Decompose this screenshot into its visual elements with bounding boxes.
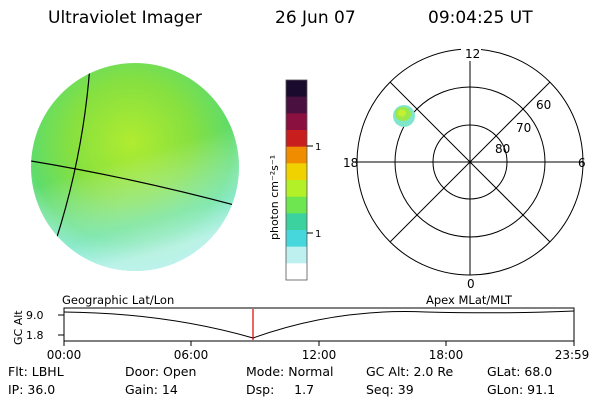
info-seq: Seq: 39 <box>366 382 414 397</box>
colorbar: 100 10 photon cm⁻²s⁻¹ <box>268 79 322 281</box>
uv-earth-image <box>31 63 239 271</box>
timeline-ytick-1-8: 1.8 <box>26 329 44 342</box>
orbit-timeline: GC Alt 9.0 1.8 00:00 06:00 12:00 18:00 2… <box>12 307 590 362</box>
info-gain: Gain: 14 <box>125 382 178 397</box>
mlt-label-0: 0 <box>467 277 475 290</box>
colorbar-unit-label: photon cm⁻²s⁻¹ <box>268 155 281 240</box>
timeline-right-label: Apex MLat/MLT <box>426 293 513 307</box>
info-glon: GLon: 91.1 <box>487 382 556 397</box>
instrument-title: Ultraviolet Imager <box>48 8 202 28</box>
date-label: 26 Jun 07 <box>275 8 356 28</box>
timeline-xtick-0000: 00:00 <box>47 348 82 362</box>
timeline-ytick-9: 9.0 <box>26 309 44 322</box>
colorbar-swatch <box>286 163 307 181</box>
colorbar-swatch <box>286 146 307 164</box>
info-dsp: Dsp: 1.7 <box>246 382 315 397</box>
colorbar-swatch <box>286 246 307 264</box>
timeline-axis-title: GC Alt <box>12 310 25 345</box>
colorbar-tick-100: 100 <box>315 142 322 153</box>
timeline-xtick-2359: 23:59 <box>555 348 590 362</box>
mlt-label-12: 12 <box>465 47 480 61</box>
timeline-xtick-0600: 06:00 <box>174 348 209 362</box>
colorbar-swatch <box>286 263 307 281</box>
colorbar-swatch <box>286 96 307 114</box>
mlt-label-6: 6 <box>578 156 586 170</box>
colorbar-swatch <box>286 80 307 98</box>
mlat-label-70: 70 <box>516 121 531 135</box>
timeline-xtick-1200: 12:00 <box>302 348 337 362</box>
polar-plot: 12 0 18 6 60 70 80 <box>343 47 586 290</box>
colorbar-swatch <box>286 130 307 148</box>
mlat-label-60: 60 <box>536 98 551 112</box>
info-gc-alt: GC Alt: 2.0 Re <box>366 364 454 379</box>
mlt-label-18: 18 <box>343 156 358 170</box>
colorbar-swatch <box>286 213 307 231</box>
timeline-xtick-1800: 18:00 <box>429 348 464 362</box>
info-ip: IP: 36.0 <box>8 382 56 397</box>
info-door: Door: Open <box>125 364 197 379</box>
colorbar-swatch <box>286 113 307 131</box>
info-mode: Mode: Normal <box>246 364 334 379</box>
time-label: 09:04:25 UT <box>428 8 533 28</box>
timeline-left-label: Geographic Lat/Lon <box>62 293 175 307</box>
geo-parallel-line <box>31 159 239 208</box>
info-flt: Flt: LBHL <box>8 364 64 379</box>
colorbar-tick-10: 10 <box>315 229 322 240</box>
auroral-blob <box>393 105 415 127</box>
info-glat: GLat: 68.0 <box>487 364 553 379</box>
colorbar-swatch <box>286 180 307 198</box>
mlat-label-80: 80 <box>495 142 510 156</box>
colorbar-swatch <box>286 230 307 248</box>
altitude-curve <box>63 310 575 339</box>
colorbar-swatch <box>286 196 307 214</box>
